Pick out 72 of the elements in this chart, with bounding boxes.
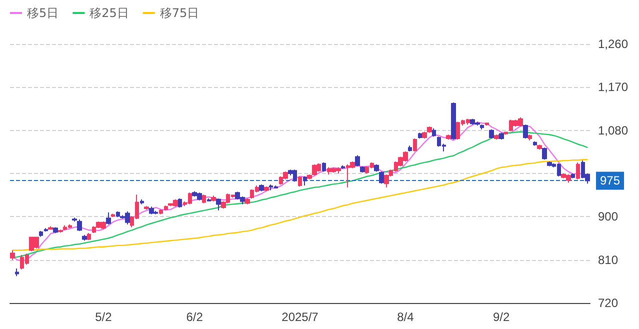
y-tick-label: 810 (598, 252, 618, 267)
candlestick (72, 217, 77, 222)
candlestick (432, 128, 436, 138)
y-tick-label: 1,170 (598, 80, 628, 94)
candlestick (312, 164, 317, 176)
x-tick-label: 2025/7 (282, 310, 319, 324)
candlestick (485, 122, 489, 126)
candlestick (149, 206, 154, 215)
x-tick-label: 6/2 (186, 310, 204, 324)
candlestick (10, 250, 15, 260)
candlestick (480, 124, 484, 130)
candlestick (418, 132, 422, 139)
candlestick (178, 198, 182, 208)
candlestick (207, 198, 211, 202)
candlestick (571, 173, 575, 179)
x-tick-label: 9/2 (492, 310, 510, 324)
legend-label: 移25日 (90, 6, 129, 20)
candlestick (259, 184, 264, 192)
candlestick (360, 166, 365, 174)
candlestick (542, 147, 547, 160)
legend-label: 移5日 (27, 6, 59, 20)
candlestick (144, 206, 149, 210)
candlestick (499, 132, 504, 140)
candlestick (547, 161, 552, 167)
candlestick (303, 176, 307, 186)
x-tick-label: 8/4 (397, 310, 414, 324)
candlestick (528, 134, 532, 141)
candlestick (322, 162, 326, 172)
candlestick (140, 198, 144, 205)
candlestick (533, 140, 537, 146)
candlestick (537, 144, 542, 150)
candlestick (53, 226, 58, 234)
candlestick (87, 232, 91, 241)
y-tick-label: 1,260 (598, 37, 628, 51)
candlestick (39, 230, 43, 238)
candlestick (489, 128, 494, 139)
candlestick (408, 145, 412, 152)
candlestick (264, 186, 269, 192)
candlestick (298, 176, 302, 187)
candlestick (77, 219, 82, 232)
candlestick (413, 138, 417, 152)
candlestick (494, 134, 499, 140)
y-tick-label: 1,080 (598, 123, 628, 138)
y-tick-label: 900 (598, 210, 618, 224)
candlestick (111, 213, 115, 218)
candlestick (576, 162, 580, 180)
candlestick (379, 171, 384, 184)
candlestick (159, 208, 163, 215)
candlestick (48, 226, 53, 230)
candlestick (307, 174, 312, 180)
candlestick (374, 164, 379, 172)
candlestick (446, 134, 451, 140)
candlestick (82, 234, 87, 242)
candlestick (202, 194, 206, 204)
candlestick (355, 154, 360, 167)
candlestick (523, 124, 528, 139)
candlestick (44, 228, 48, 232)
candlestick (211, 195, 216, 202)
candlestick (245, 198, 250, 205)
candlestick (15, 268, 19, 277)
legend-label: 移75日 (160, 6, 200, 20)
candlestick (164, 205, 168, 211)
candlestick (384, 174, 389, 188)
candlestick (58, 229, 63, 233)
candlestick (341, 164, 345, 170)
line-series (12, 158, 588, 251)
candlestick (216, 198, 221, 211)
x-tick-label: 5/2 (95, 310, 112, 324)
y-tick-label: 720 (598, 296, 618, 310)
ref-line-label: 975 (600, 174, 620, 188)
candlestick (451, 102, 456, 140)
candlestick (106, 212, 111, 225)
